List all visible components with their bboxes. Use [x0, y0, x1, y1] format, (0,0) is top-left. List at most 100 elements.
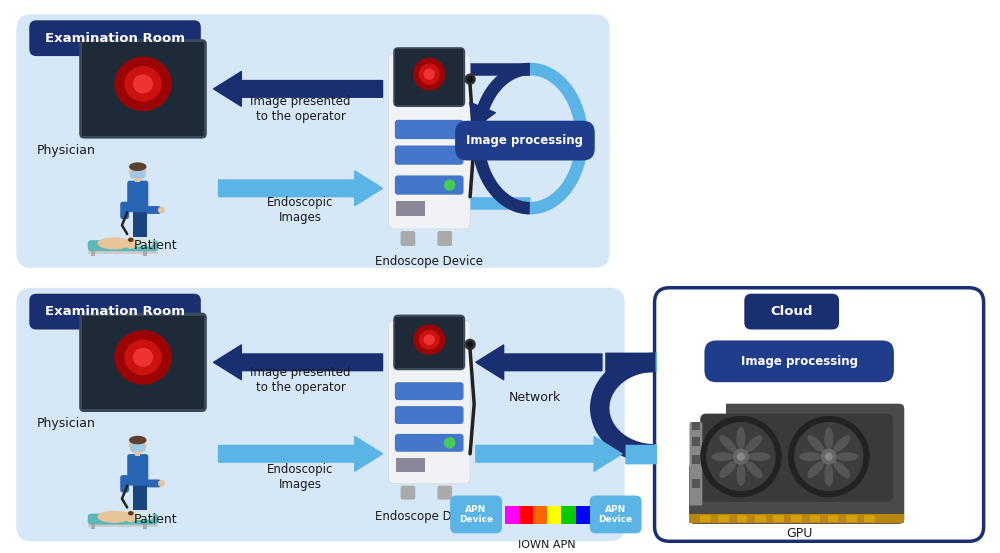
Ellipse shape [97, 513, 125, 521]
FancyBboxPatch shape [655, 288, 984, 541]
Text: Image processing: Image processing [466, 134, 583, 147]
FancyBboxPatch shape [388, 321, 470, 484]
FancyBboxPatch shape [704, 341, 894, 382]
Ellipse shape [419, 330, 440, 349]
Ellipse shape [748, 452, 770, 461]
Circle shape [821, 448, 837, 465]
Bar [143, 251, 147, 256]
FancyBboxPatch shape [744, 294, 839, 330]
Ellipse shape [833, 435, 850, 452]
Text: Patient: Patient [134, 513, 178, 526]
Text: IOWN APN: IOWN APN [518, 540, 576, 550]
Ellipse shape [128, 511, 134, 515]
Circle shape [794, 422, 863, 491]
Ellipse shape [124, 340, 162, 375]
Bar [657, 351, 726, 466]
Text: Image presented
to the operator: Image presented to the operator [250, 366, 351, 394]
Text: Endoscope Device: Endoscope Device [375, 255, 483, 268]
Circle shape [733, 448, 749, 465]
Bar [143, 524, 147, 529]
Text: Endoscope Device: Endoscope Device [375, 510, 483, 523]
Bar [533, 506, 547, 524]
Text: Physician: Physician [36, 144, 95, 157]
Circle shape [129, 163, 147, 181]
FancyBboxPatch shape [16, 14, 610, 268]
Text: Image processing: Image processing [741, 355, 858, 368]
FancyBboxPatch shape [127, 181, 148, 212]
Text: APN
Device: APN Device [599, 505, 633, 524]
Bar [91, 251, 95, 256]
Ellipse shape [413, 58, 445, 91]
Text: Network: Network [509, 390, 561, 404]
Ellipse shape [807, 461, 824, 478]
FancyBboxPatch shape [127, 454, 148, 486]
FancyBboxPatch shape [437, 486, 452, 499]
Bar [133, 211, 140, 237]
Text: Patient: Patient [134, 239, 178, 253]
Circle shape [444, 437, 455, 448]
FancyBboxPatch shape [126, 512, 153, 520]
Bar [140, 211, 147, 237]
Bar [82, 42, 204, 135]
Circle shape [737, 452, 745, 461]
Ellipse shape [133, 348, 153, 367]
Ellipse shape [413, 324, 445, 355]
Ellipse shape [114, 56, 172, 111]
FancyBboxPatch shape [393, 47, 465, 107]
Ellipse shape [736, 427, 745, 450]
Ellipse shape [97, 239, 125, 248]
Bar [846, 515, 857, 522]
Ellipse shape [133, 74, 153, 93]
FancyBboxPatch shape [120, 202, 129, 219]
Bar [755, 515, 766, 522]
Bar [773, 515, 784, 522]
Circle shape [444, 179, 455, 191]
FancyBboxPatch shape [126, 238, 153, 247]
FancyBboxPatch shape [395, 434, 464, 452]
Bar [88, 524, 158, 527]
Bar [396, 458, 425, 472]
Bar [692, 422, 700, 430]
Bar [396, 201, 425, 216]
Bar [791, 515, 802, 522]
Bar [828, 515, 838, 522]
FancyBboxPatch shape [455, 121, 595, 160]
Ellipse shape [719, 435, 736, 452]
Bar [135, 177, 140, 182]
Bar [140, 484, 147, 510]
Circle shape [467, 76, 473, 82]
Text: APN
Device: APN Device [459, 505, 493, 524]
Bar [692, 437, 700, 446]
Ellipse shape [97, 510, 131, 523]
Bar [547, 506, 561, 524]
Ellipse shape [836, 452, 858, 461]
Ellipse shape [745, 461, 762, 478]
FancyBboxPatch shape [395, 175, 464, 195]
Bar [91, 524, 95, 529]
Circle shape [464, 74, 476, 85]
Text: Image presented
to the operator: Image presented to the operator [250, 95, 351, 123]
FancyBboxPatch shape [88, 514, 158, 525]
Text: Physician: Physician [36, 418, 95, 430]
Ellipse shape [424, 69, 435, 80]
Bar [82, 316, 204, 409]
FancyBboxPatch shape [147, 479, 161, 487]
Bar [135, 451, 140, 456]
FancyBboxPatch shape [88, 240, 158, 251]
Circle shape [158, 480, 165, 487]
FancyBboxPatch shape [16, 288, 625, 541]
Ellipse shape [137, 235, 146, 238]
FancyBboxPatch shape [29, 294, 201, 330]
Bar [395, 49, 463, 105]
FancyBboxPatch shape [689, 404, 904, 523]
Circle shape [125, 238, 136, 249]
Ellipse shape [719, 461, 736, 478]
FancyBboxPatch shape [401, 486, 415, 499]
Bar [810, 515, 820, 522]
Bar [737, 515, 747, 522]
FancyBboxPatch shape [388, 54, 470, 229]
Bar [700, 515, 711, 522]
Bar [519, 506, 533, 524]
FancyBboxPatch shape [130, 171, 145, 178]
Text: GPU: GPU [786, 527, 812, 540]
